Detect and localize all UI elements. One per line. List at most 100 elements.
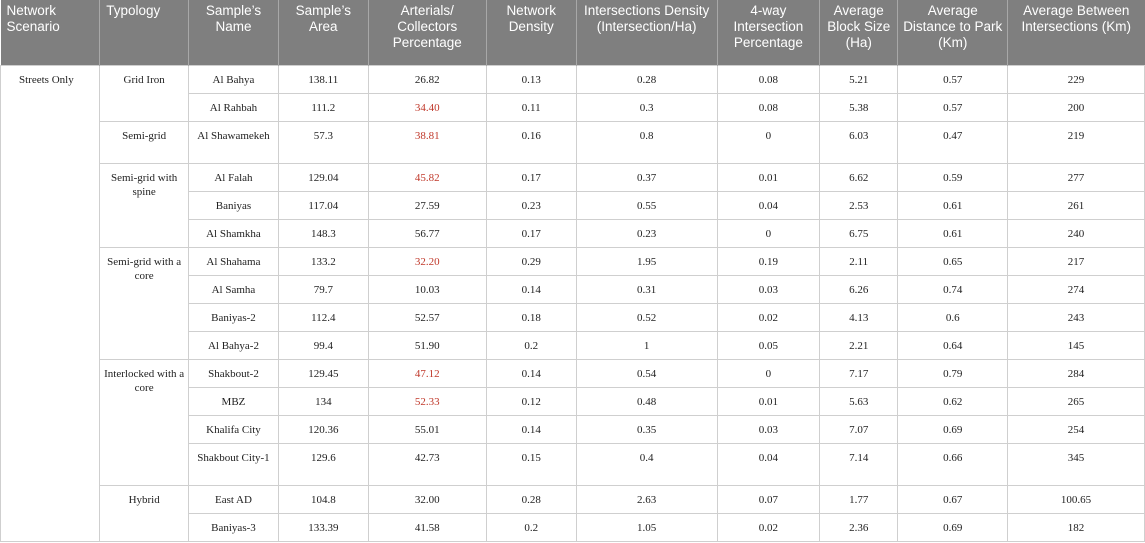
table-row: Baniyas 117.04 27.59 0.23 0.55 0.04 2.53 0.61 26… <box>1 190 1145 220</box>
between-intersections-cell: 243 <box>1007 302 1145 332</box>
arterials-percentage-cell: 38.81 <box>367 120 487 164</box>
block-size-cell: 6.62 <box>819 162 899 192</box>
between-intersections-cell: 219 <box>1007 120 1145 164</box>
arterials-percentage-cell: 45.82 <box>367 162 487 192</box>
four-way-percentage-cell: 0.03 <box>716 414 821 444</box>
typology-cell: Semi-grid <box>99 120 190 164</box>
network-density-cell: 0.14 <box>485 274 577 304</box>
between-intersections-cell: 345 <box>1007 442 1145 486</box>
header-sample-name: Sample’s Name <box>188 0 279 65</box>
network-density-cell: 0.23 <box>485 190 577 220</box>
distance-to-park-cell: 0.67 <box>897 484 1009 514</box>
between-intersections-cell: 274 <box>1007 274 1145 304</box>
distance-to-park-cell: 0.6 <box>897 302 1009 332</box>
table-row: Shakbout City-1 129.6 42.73 0.15 0.4 0.04 7.14… <box>1 442 1145 486</box>
sample-area-cell: 129.45 <box>277 358 369 388</box>
four-way-percentage-cell: 0 <box>716 120 821 164</box>
arterials-percentage-cell: 34.40 <box>367 92 487 122</box>
distance-to-park-cell: 0.69 <box>897 414 1009 444</box>
intersections-density-cell: 0.52 <box>575 302 718 332</box>
arterials-percentage-cell: 32.20 <box>367 246 487 276</box>
table-row: Semi-grid with a core Al Shahama 133.2 32.2… <box>1 246 1145 360</box>
sample-area-cell: 120.36 <box>277 414 369 444</box>
between-intersections-cell: 217 <box>1007 246 1145 276</box>
arterials-percentage-cell: 56.77 <box>367 218 487 248</box>
four-way-percentage-cell: 0 <box>716 218 821 248</box>
header-average-distance-to-park: Average Distance to Park (Km) <box>897 0 1009 65</box>
distance-to-park-cell: 0.64 <box>897 330 1009 360</box>
network-density-cell: 0.15 <box>485 442 577 486</box>
table-row: Interlocked with a core Shakbout-2 129.45 4… <box>1 358 1145 486</box>
intersections-density-cell: 0.28 <box>575 64 718 94</box>
sample-area-cell: 99.4 <box>277 330 369 360</box>
network-density-cell: 0.12 <box>485 386 577 416</box>
intersections-density-cell: 1.95 <box>575 246 718 276</box>
block-size-cell: 2.36 <box>819 512 899 542</box>
network-scenario-cell: Streets Only <box>0 64 101 542</box>
sample-name-cell: Al Falah <box>188 162 279 192</box>
table-row: Al Shamkha 148.3 56.77 0.17 0.23 0 6.75 0.61 240 <box>1 218 1145 248</box>
header-intersections-density: Intersections Density (Intersection/Ha) <box>576 0 718 65</box>
sample-area-cell: 111.2 <box>277 92 369 122</box>
network-density-cell: 0.17 <box>485 218 577 248</box>
block-size-cell: 4.13 <box>819 302 899 332</box>
network-density-cell: 0.2 <box>485 330 577 360</box>
between-intersections-cell: 254 <box>1007 414 1145 444</box>
sample-area-cell: 148.3 <box>277 218 369 248</box>
network-density-cell: 0.14 <box>485 414 577 444</box>
distance-to-park-cell: 0.59 <box>897 162 1009 192</box>
sample-name-cell: Al Bahya-2 <box>188 330 279 360</box>
four-way-percentage-cell: 0 <box>716 358 821 388</box>
distance-to-park-cell: 0.65 <box>897 246 1009 276</box>
header-network-scenario: Network Scenario <box>0 0 101 65</box>
block-size-cell: 5.21 <box>819 64 899 94</box>
between-intersections-cell: 261 <box>1007 190 1145 220</box>
arterials-percentage-cell: 51.90 <box>367 330 487 360</box>
typology-cell: Semi-grid with a core <box>99 246 190 360</box>
header-row: Network Scenario Typology Sample’s Name … <box>0 0 1145 65</box>
table-row: Baniyas-3 133.39 41.58 0.2 1.05 0.02 2.36 0.69 1… <box>1 512 1145 542</box>
four-way-percentage-cell: 0.02 <box>716 512 821 542</box>
four-way-percentage-cell: 0.03 <box>716 274 821 304</box>
four-way-percentage-cell: 0.02 <box>716 302 821 332</box>
distance-to-park-cell: 0.62 <box>897 386 1009 416</box>
sample-name-cell: Al Samha <box>188 274 279 304</box>
sample-name-cell: Al Shamkha <box>188 218 279 248</box>
four-way-percentage-cell: 0.01 <box>716 386 821 416</box>
between-intersections-cell: 200 <box>1007 92 1145 122</box>
network-density-cell: 0.13 <box>485 64 577 94</box>
block-size-cell: 1.77 <box>819 484 899 514</box>
network-density-cell: 0.11 <box>485 92 577 122</box>
distance-to-park-cell: 0.61 <box>897 190 1009 220</box>
block-size-cell: 2.53 <box>819 190 899 220</box>
four-way-percentage-cell: 0.08 <box>716 64 821 94</box>
block-size-cell: 7.07 <box>819 414 899 444</box>
network-density-cell: 0.16 <box>485 120 577 164</box>
between-intersections-cell: 100.65 <box>1007 484 1145 514</box>
header-sample-area: Sample’s Area <box>278 0 369 65</box>
sample-name-cell: Al Shawamekeh <box>188 120 279 164</box>
network-density-cell: 0.17 <box>485 162 577 192</box>
sample-area-cell: 129.04 <box>277 162 369 192</box>
sample-area-cell: 133.2 <box>277 246 369 276</box>
between-intersections-cell: 265 <box>1007 386 1145 416</box>
typology-cell: Interlocked with a core <box>99 358 190 486</box>
sample-name-cell: Khalifa City <box>188 414 279 444</box>
between-intersections-cell: 229 <box>1007 64 1145 94</box>
typology-cell: Grid Iron <box>99 64 190 122</box>
network-density-cell: 0.18 <box>485 302 577 332</box>
block-size-cell: 5.63 <box>819 386 899 416</box>
four-way-percentage-cell: 0.08 <box>716 92 821 122</box>
sample-area-cell: 134 <box>277 386 369 416</box>
arterials-percentage-cell: 55.01 <box>367 414 487 444</box>
arterials-percentage-cell: 10.03 <box>367 274 487 304</box>
between-intersections-cell: 240 <box>1007 218 1145 248</box>
arterials-percentage-cell: 26.82 <box>367 64 487 94</box>
typology-cell: Semi-grid with spine <box>99 162 190 248</box>
sample-area-cell: 133.39 <box>277 512 369 542</box>
distance-to-park-cell: 0.66 <box>897 442 1009 486</box>
sample-area-cell: 138.11 <box>277 64 369 94</box>
four-way-percentage-cell: 0.07 <box>716 484 821 514</box>
intersections-density-cell: 1 <box>575 330 718 360</box>
